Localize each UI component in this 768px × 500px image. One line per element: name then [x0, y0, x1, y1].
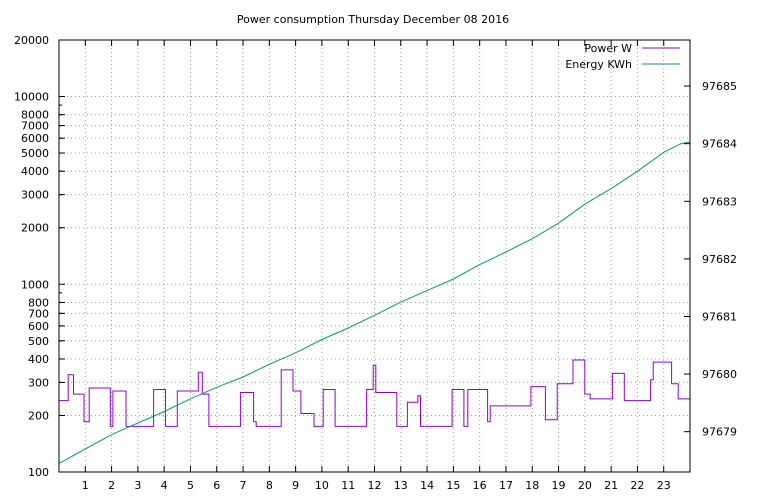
x-tick-label: 21: [604, 479, 618, 492]
x-tick-label: 10: [315, 479, 329, 492]
x-tick-label: 8: [266, 479, 273, 492]
x-tick-label: 18: [525, 479, 539, 492]
y-right-tick-label: 97682: [702, 253, 737, 266]
y-right-tick-label: 97679: [702, 426, 737, 439]
y-left-tick-label: 7000: [21, 120, 49, 133]
chart-title: Power consumption Thursday December 08 2…: [237, 13, 509, 26]
y-left-tick-label: 20000: [14, 34, 49, 47]
x-tick-label: 6: [213, 479, 220, 492]
series-line-energy: [58, 141, 691, 464]
x-tick-label: 5: [187, 479, 194, 492]
legend-label: Energy KWh: [565, 58, 632, 71]
x-tick-label: 15: [446, 479, 460, 492]
x-tick-label: 16: [473, 479, 487, 492]
y-left-tick-label: 800: [28, 296, 49, 309]
series-lines: [58, 141, 691, 464]
y-left-tick-label: 700: [28, 307, 49, 320]
x-tick-label: 7: [240, 479, 247, 492]
x-tick-label: 17: [499, 479, 513, 492]
y-right-tick-label: 97683: [702, 195, 737, 208]
series-line-power: [59, 359, 690, 427]
x-tick-label: 13: [394, 479, 408, 492]
y-right-tick-label: 97680: [702, 368, 737, 381]
y-right-tick-label: 97681: [702, 310, 737, 323]
y-left-tick-label: 8000: [21, 109, 49, 122]
x-tick-label: 14: [420, 479, 434, 492]
y-left-tick-label: 1000: [21, 278, 49, 291]
y-left-tick-label: 300: [28, 376, 49, 389]
grid-lines: [59, 40, 690, 472]
y-right-tick-label: 97685: [702, 80, 737, 93]
x-tick-label: 2: [108, 479, 115, 492]
x-tick-label: 11: [341, 479, 355, 492]
x-tick-label: 1: [82, 479, 89, 492]
y-left-tick-label: 100: [28, 466, 49, 479]
y-left-tick-label: 5000: [21, 147, 49, 160]
y-left-tick-label: 3000: [21, 189, 49, 202]
legend-label: Power W: [584, 42, 632, 55]
y-left-tick-label: 10000: [14, 91, 49, 104]
x-tick-label: 20: [578, 479, 592, 492]
x-tick-label: 12: [368, 479, 382, 492]
x-tick-label: 23: [657, 479, 671, 492]
y-right-tick-label: 97684: [702, 138, 737, 151]
y-left-tick-label: 2000: [21, 222, 49, 235]
y-left-tick-label: 400: [28, 353, 49, 366]
legend: Power W Energy KWh: [565, 42, 680, 71]
y-left-tick-label: 200: [28, 409, 49, 422]
y-left-tick-label: 600: [28, 320, 49, 333]
x-tick-label: 3: [134, 479, 141, 492]
y-left-tick-label: 6000: [21, 132, 49, 145]
x-tick-label: 9: [292, 479, 299, 492]
axis-ticks: [59, 39, 690, 473]
x-tick-label: 22: [630, 479, 644, 492]
y-left-tick-label: 4000: [21, 165, 49, 178]
x-tick-label: 19: [552, 479, 566, 492]
x-tick-label: 4: [161, 479, 168, 492]
y-left-tick-label: 500: [28, 335, 49, 348]
